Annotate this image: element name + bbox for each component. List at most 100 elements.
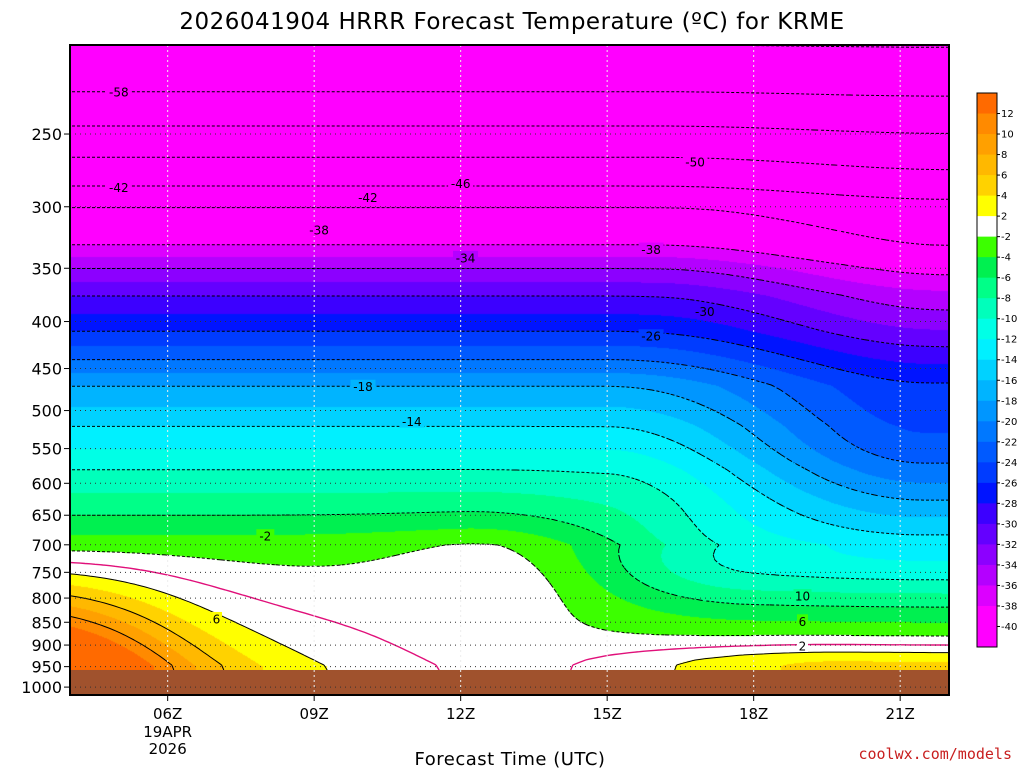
y-tick-label: 350 bbox=[31, 259, 62, 278]
legend-swatch bbox=[977, 503, 997, 525]
legend-swatch bbox=[977, 175, 997, 197]
contour-label: 10 bbox=[795, 590, 810, 604]
legend-swatch bbox=[977, 216, 997, 238]
legend-swatch bbox=[977, 359, 997, 381]
contour-label-bg bbox=[682, 154, 708, 168]
contour-label: -38 bbox=[309, 224, 329, 238]
contour-label-bg bbox=[350, 379, 376, 393]
contour-label-bg bbox=[355, 190, 381, 204]
x-axis-label: Forecast Time (UTC) bbox=[415, 749, 606, 768]
contour-label: -14 bbox=[402, 415, 422, 429]
legend-swatch bbox=[977, 400, 997, 422]
legend-swatch bbox=[977, 421, 997, 443]
y-tick-label: 700 bbox=[31, 536, 62, 555]
contour-labels: -58-50-46-42-42-38-38-34-30-26-18-14-261… bbox=[106, 84, 812, 653]
legend-label: -26 bbox=[1001, 478, 1017, 489]
contour-label: 6 bbox=[799, 615, 807, 629]
legend-label: -20 bbox=[1001, 417, 1017, 428]
isotherm-neg50 bbox=[70, 156, 949, 171]
legend-label: -18 bbox=[1001, 396, 1017, 407]
contour-label: -26 bbox=[641, 330, 661, 344]
y-tick-label: 450 bbox=[31, 360, 62, 379]
y-tick-label: 500 bbox=[31, 402, 62, 421]
plot-area: -58-50-46-42-42-38-38-34-30-26-18-14-261… bbox=[70, 45, 949, 695]
contour-label-bg bbox=[448, 176, 474, 190]
legend-swatch bbox=[977, 441, 997, 463]
legend-label: -22 bbox=[1001, 437, 1017, 448]
legend-label: -38 bbox=[1001, 601, 1017, 612]
legend-label: 6 bbox=[1001, 171, 1007, 182]
isotherm-neg38 bbox=[70, 244, 949, 276]
x-tick-label: 18Z bbox=[739, 705, 768, 723]
y-tick-label: 1000 bbox=[21, 678, 62, 697]
legend-label: -24 bbox=[1001, 458, 1017, 469]
x-tick-label: 09Z bbox=[299, 705, 328, 723]
contour-label: -58 bbox=[109, 85, 129, 99]
y-tick-label: 800 bbox=[31, 589, 62, 608]
y-tick-label: 900 bbox=[31, 636, 62, 655]
contour-label: 6 bbox=[213, 612, 221, 626]
y-tick-label: 950 bbox=[31, 658, 62, 677]
y-tick-label: 550 bbox=[31, 440, 62, 459]
contour-label-bg bbox=[793, 589, 812, 603]
isotherm-neg10 bbox=[70, 469, 949, 581]
legend-swatch bbox=[977, 339, 997, 361]
legend-swatch bbox=[977, 523, 997, 545]
site-credit: coolwx.com/models bbox=[858, 745, 1012, 763]
legend-swatch bbox=[977, 462, 997, 484]
legend-label: -36 bbox=[1001, 581, 1017, 592]
y-tick-label: 750 bbox=[31, 563, 62, 582]
y-tick-label: 300 bbox=[31, 198, 62, 217]
legend-swatch bbox=[977, 626, 997, 648]
legend-swatch bbox=[977, 134, 997, 156]
legend-label: -40 bbox=[1001, 622, 1017, 633]
contour-label-bg bbox=[453, 250, 479, 264]
contour-label: -50 bbox=[685, 155, 705, 169]
legend-swatch bbox=[977, 605, 997, 627]
isotherm-6 bbox=[70, 595, 225, 695]
legend-label: -2 bbox=[1001, 232, 1011, 243]
legend-label: -28 bbox=[1001, 499, 1017, 510]
legend-swatch bbox=[977, 257, 997, 279]
legend-swatch bbox=[977, 113, 997, 135]
legend-label: -30 bbox=[1001, 519, 1017, 530]
x-tick-label: 21Z bbox=[885, 705, 914, 723]
isotherm-neg14 bbox=[70, 425, 949, 536]
contour-label: -38 bbox=[641, 243, 661, 257]
legend-swatch bbox=[977, 380, 997, 402]
isotherm-neg26 bbox=[70, 330, 949, 384]
legend-swatch bbox=[977, 154, 997, 176]
contour-label: 2 bbox=[799, 639, 807, 653]
color-legend: 12 10 8 6 4 2 -2 -4 -6 -8 -10 -12 -14 -16 -18 -20 -22 -24… bbox=[976, 92, 1017, 648]
y-axis: 250 300 350 400 450 500 550 600 650 700 750 800 850 9… bbox=[21, 125, 70, 697]
chart-title: 2026041904 HRRR Forecast Temperature (ºC… bbox=[179, 9, 844, 35]
contour-label: -2 bbox=[259, 530, 271, 544]
legend-label: -14 bbox=[1001, 355, 1017, 366]
x-tick-label: 06Z bbox=[153, 705, 182, 723]
legend-swatch bbox=[977, 195, 997, 217]
y-tick-label: 250 bbox=[31, 125, 62, 144]
y-tick-label: 650 bbox=[31, 506, 62, 525]
x-tick-label: 15Z bbox=[592, 705, 621, 723]
isotherm-neg34 bbox=[70, 268, 949, 311]
contour-label-bg bbox=[638, 242, 664, 256]
ground-surface bbox=[70, 669, 949, 695]
legend-label: 8 bbox=[1001, 150, 1007, 161]
contour-label-bg bbox=[106, 180, 132, 194]
legend-swatch bbox=[977, 482, 997, 504]
isotherm-lines bbox=[70, 45, 949, 695]
legend-swatch bbox=[977, 318, 997, 340]
contour-label-bg bbox=[638, 329, 664, 343]
legend-swatch bbox=[977, 93, 997, 115]
legend-label: -34 bbox=[1001, 560, 1017, 571]
x-tick-date: 19APR bbox=[143, 723, 192, 741]
isotherm-neg18 bbox=[70, 385, 949, 501]
isotherm-neg30 bbox=[70, 295, 949, 348]
contour-label-bg bbox=[692, 304, 718, 318]
legend-label: -6 bbox=[1001, 273, 1011, 284]
contour-label-bg bbox=[306, 223, 332, 237]
contour-label-bg bbox=[797, 638, 808, 652]
legend-swatch bbox=[977, 544, 997, 566]
